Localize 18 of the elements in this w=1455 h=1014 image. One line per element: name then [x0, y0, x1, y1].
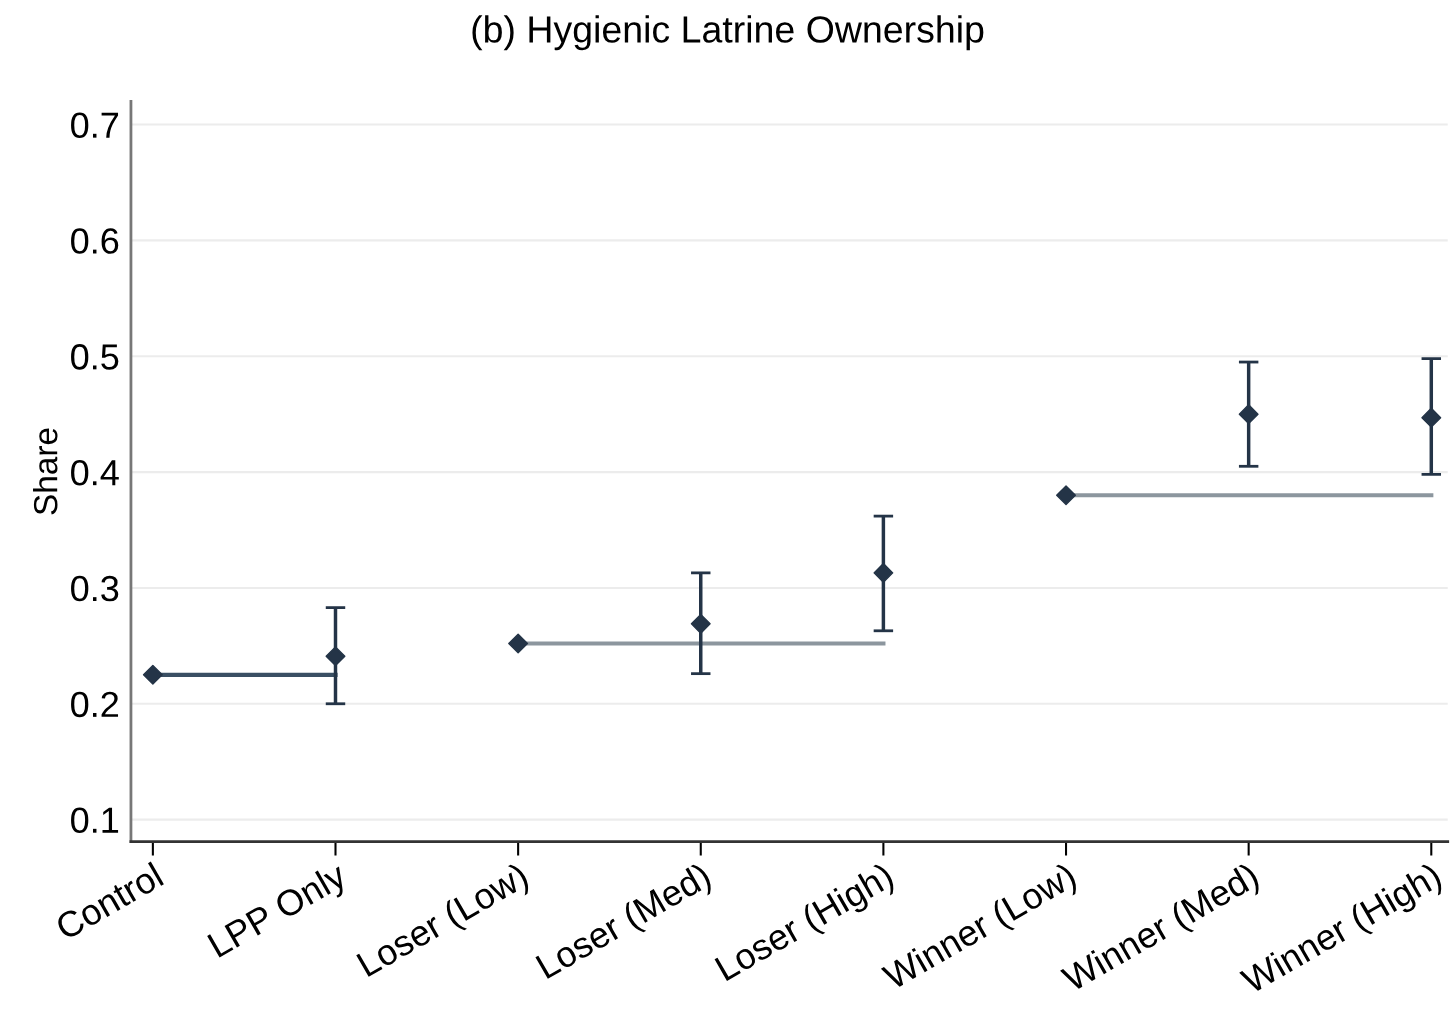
point [873, 562, 894, 583]
y-tick-label: 0.6 [71, 228, 119, 254]
chart-title: (b) Hygienic Latrine Ownership [472, 15, 984, 51]
point [508, 633, 529, 654]
point [690, 613, 711, 634]
y-tick-label: 0.2 [71, 691, 119, 718]
y-tick-label: 0.4 [71, 459, 119, 486]
y-axis-title: Share [33, 428, 58, 515]
point [142, 664, 163, 685]
y-tick-label: 0.1 [71, 807, 119, 834]
point [1238, 404, 1259, 425]
point [1421, 407, 1442, 428]
y-tick-label: 0.5 [71, 344, 119, 370]
point [325, 646, 346, 667]
y-tick-label: 0.7 [71, 112, 119, 139]
x-tick-label: LPP Only [206, 860, 353, 964]
point [1056, 485, 1077, 506]
y-tick-label: 0.3 [71, 575, 119, 602]
